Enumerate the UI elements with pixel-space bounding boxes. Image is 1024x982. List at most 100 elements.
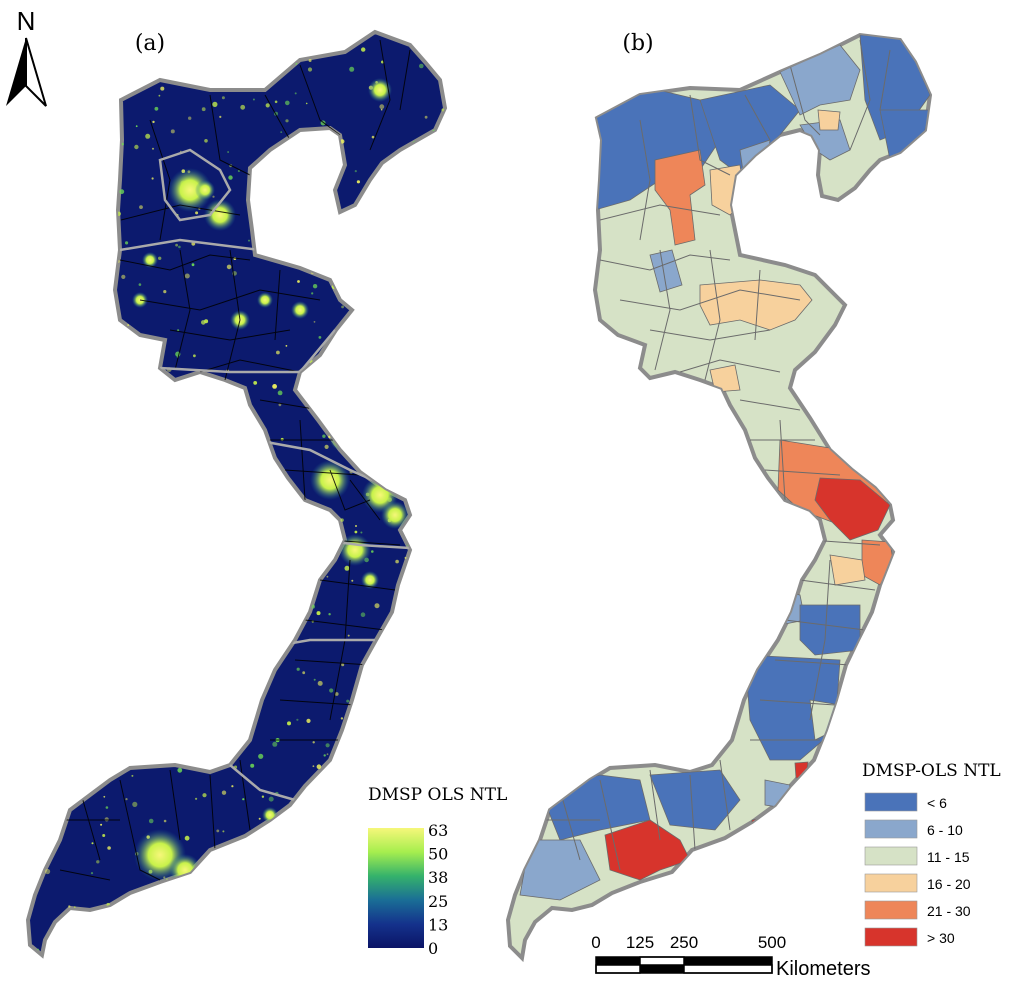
light-speck xyxy=(218,430,224,436)
light-speck xyxy=(174,53,180,59)
light-speck xyxy=(195,797,198,800)
light-speck xyxy=(313,888,316,892)
light-speck xyxy=(399,658,404,663)
light-speck xyxy=(214,46,217,49)
city-light-cluster xyxy=(310,460,350,500)
light-speck xyxy=(199,436,204,441)
light-speck xyxy=(49,652,53,656)
light-speck xyxy=(74,906,76,908)
light-speck xyxy=(74,473,78,477)
prefecture-region xyxy=(817,109,841,131)
light-speck xyxy=(103,209,107,213)
light-speck xyxy=(104,80,110,86)
light-speck xyxy=(317,140,323,145)
light-speck xyxy=(73,153,78,158)
light-speck xyxy=(65,314,69,318)
light-speck xyxy=(349,66,355,72)
light-speck xyxy=(92,683,97,688)
light-speck xyxy=(108,558,113,563)
light-speck xyxy=(390,472,396,477)
light-speck xyxy=(441,65,445,71)
light-speck xyxy=(122,750,127,755)
light-speck xyxy=(235,904,238,907)
light-speck xyxy=(39,195,43,199)
light-speck xyxy=(374,603,380,609)
light-speck xyxy=(72,406,76,409)
light-speck xyxy=(401,732,404,735)
light-speck xyxy=(78,208,82,212)
city-light-cluster xyxy=(204,199,236,231)
light-speck xyxy=(158,407,162,411)
light-speck xyxy=(245,523,250,528)
light-speck xyxy=(266,242,270,246)
light-speck xyxy=(379,200,382,204)
light-speck xyxy=(72,925,77,931)
light-speck xyxy=(159,600,162,603)
light-speck xyxy=(253,537,258,542)
scale-bar-segment xyxy=(640,965,684,973)
light-speck xyxy=(135,125,138,128)
light-speck xyxy=(49,192,55,198)
light-speck xyxy=(324,444,329,449)
light-speck xyxy=(378,720,383,725)
light-speck xyxy=(110,538,112,541)
light-speck xyxy=(345,350,350,355)
light-speck xyxy=(341,305,344,309)
light-speck xyxy=(164,459,166,462)
light-speck xyxy=(237,169,240,173)
panel-b-region-boundaries xyxy=(540,39,891,871)
light-speck xyxy=(121,274,126,279)
light-speck xyxy=(67,709,72,714)
light-speck xyxy=(330,397,336,403)
light-speck xyxy=(228,449,230,452)
light-speck xyxy=(155,738,161,744)
legend-swatch xyxy=(864,846,918,866)
light-speck xyxy=(248,567,251,570)
light-speck xyxy=(83,199,88,204)
light-speck xyxy=(100,823,103,826)
scale-bar-tick: 250 xyxy=(670,933,698,952)
light-speck xyxy=(240,104,246,110)
light-speck xyxy=(364,735,369,740)
light-speck xyxy=(250,763,255,768)
light-speck xyxy=(429,332,433,336)
light-speck xyxy=(228,175,233,180)
light-speck xyxy=(444,640,445,643)
light-speck xyxy=(274,100,278,104)
light-speck xyxy=(177,638,181,643)
light-speck xyxy=(407,314,412,319)
light-speck xyxy=(325,46,329,49)
light-speck xyxy=(42,527,47,532)
light-speck xyxy=(78,701,84,706)
panel-a-legend-tick: 25 xyxy=(428,892,448,911)
light-speck xyxy=(328,613,331,616)
light-speck xyxy=(409,770,412,773)
light-speck xyxy=(380,108,383,111)
light-speck xyxy=(52,495,55,498)
light-speck xyxy=(396,188,399,190)
light-speck xyxy=(425,774,429,779)
light-speck xyxy=(108,630,111,634)
light-speck xyxy=(30,730,36,736)
city-light-cluster xyxy=(169,854,201,886)
light-speck xyxy=(190,761,193,764)
light-speck xyxy=(98,170,101,173)
light-speck xyxy=(390,776,393,779)
north-arrow-icon-right xyxy=(25,37,47,107)
legend-class-label: 6 - 10 xyxy=(927,822,963,838)
light-speck xyxy=(382,735,385,737)
scale-bar-segment xyxy=(639,956,685,966)
light-speck xyxy=(331,413,335,417)
light-speck xyxy=(127,603,132,608)
light-speck xyxy=(83,217,87,221)
light-speck xyxy=(389,381,394,386)
light-speck xyxy=(138,283,142,286)
light-speck xyxy=(31,364,35,368)
light-speck xyxy=(186,692,192,698)
light-speck xyxy=(146,628,151,632)
light-speck xyxy=(296,667,300,671)
light-speck xyxy=(386,352,392,358)
light-speck xyxy=(355,879,358,882)
light-speck xyxy=(421,504,425,508)
light-speck xyxy=(90,490,94,493)
